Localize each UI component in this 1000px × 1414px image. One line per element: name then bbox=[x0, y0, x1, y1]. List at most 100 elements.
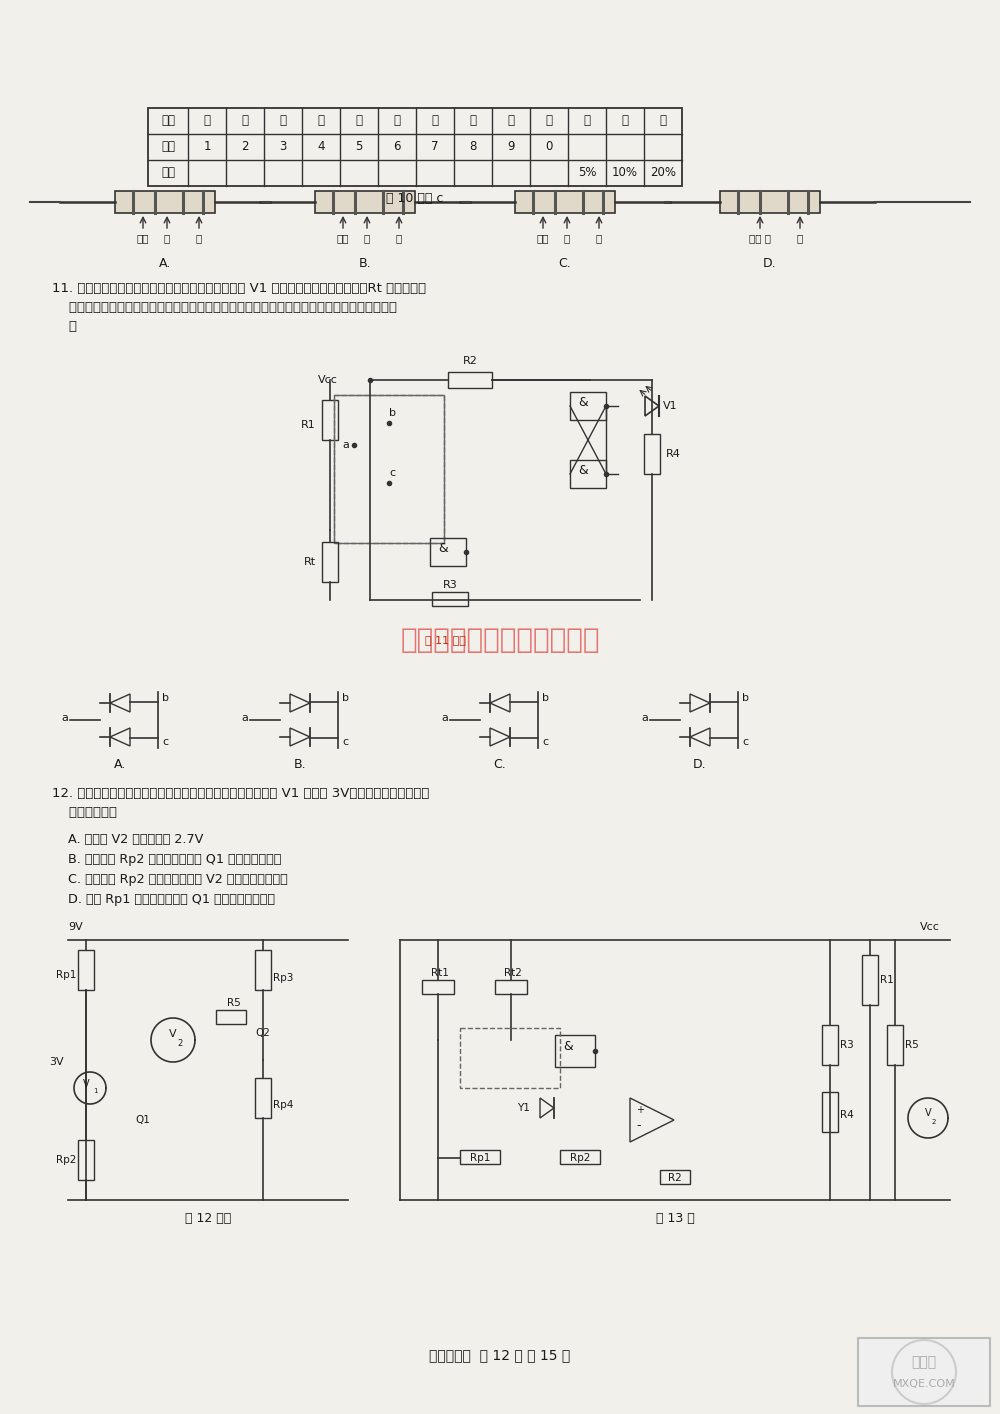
Text: B.: B. bbox=[359, 257, 371, 270]
Text: 绿棕: 绿棕 bbox=[137, 233, 149, 243]
Text: Vcc: Vcc bbox=[318, 375, 338, 385]
Text: R5: R5 bbox=[227, 998, 241, 1008]
Text: Rp2: Rp2 bbox=[56, 1155, 76, 1165]
Text: &: & bbox=[563, 1041, 573, 1053]
Text: 灰: 灰 bbox=[470, 115, 477, 127]
Bar bbox=[495, 980, 527, 994]
Text: Rt: Rt bbox=[304, 557, 316, 567]
Text: 银: 银 bbox=[622, 115, 629, 127]
Text: 黄: 黄 bbox=[318, 115, 324, 127]
Bar bbox=[115, 191, 215, 214]
Bar bbox=[216, 1010, 246, 1024]
Text: 第 13 题: 第 13 题 bbox=[656, 1212, 694, 1225]
Text: b: b bbox=[542, 693, 549, 703]
Text: R4: R4 bbox=[666, 450, 681, 460]
Text: b: b bbox=[162, 693, 169, 703]
Text: 黑: 黑 bbox=[546, 115, 552, 127]
Text: V: V bbox=[169, 1029, 177, 1039]
Text: 蓝: 蓝 bbox=[394, 115, 400, 127]
Bar bbox=[78, 1140, 94, 1181]
Bar bbox=[432, 592, 468, 607]
Text: c: c bbox=[542, 737, 548, 747]
Text: Q2: Q2 bbox=[256, 1028, 270, 1038]
Text: 20%: 20% bbox=[650, 167, 676, 180]
Text: R5: R5 bbox=[905, 1041, 919, 1051]
Bar bbox=[322, 400, 338, 440]
Bar bbox=[430, 537, 466, 566]
Text: c: c bbox=[162, 737, 168, 747]
Text: R1: R1 bbox=[880, 976, 894, 986]
Text: b: b bbox=[742, 693, 749, 703]
Text: 无: 无 bbox=[660, 115, 666, 127]
Text: 棕橙: 棕橙 bbox=[337, 233, 349, 243]
Text: D.: D. bbox=[693, 758, 707, 771]
Text: C.: C. bbox=[559, 257, 571, 270]
Bar bbox=[255, 1077, 271, 1118]
Text: a: a bbox=[241, 713, 248, 723]
Text: 9V: 9V bbox=[68, 922, 83, 932]
Text: 敏电阻，图中虚线框中缺少部分电路，下列选项中接入图中虚线框能实现温度区间控制指示的: 敏电阻，图中虚线框中缺少部分电路，下列选项中接入图中虚线框能实现温度区间控制指示… bbox=[52, 301, 397, 314]
Bar bbox=[560, 1150, 600, 1164]
Text: 微信搜《高三备課公众号》: 微信搜《高三备課公众号》 bbox=[400, 626, 600, 655]
Bar bbox=[460, 1028, 560, 1087]
Text: B. 逐渐调大 Rp2 的阻值，三极管 Q1 会进入饱和状态: B. 逐渐调大 Rp2 的阻值，三极管 Q1 会进入饱和状态 bbox=[68, 853, 281, 865]
Text: A.: A. bbox=[159, 257, 171, 270]
Text: -: - bbox=[636, 1120, 640, 1133]
Text: Rt1: Rt1 bbox=[431, 969, 449, 978]
Bar bbox=[334, 395, 444, 543]
Bar bbox=[515, 191, 615, 214]
Text: 橙: 橙 bbox=[164, 233, 170, 243]
Text: 紫: 紫 bbox=[432, 115, 438, 127]
Bar bbox=[887, 1025, 903, 1065]
Text: 误差: 误差 bbox=[161, 167, 175, 180]
Bar bbox=[660, 1169, 690, 1184]
Text: V1: V1 bbox=[663, 402, 678, 411]
Text: 绿棕 红: 绿棕 红 bbox=[749, 233, 771, 243]
Text: 绿: 绿 bbox=[356, 115, 362, 127]
Text: 8: 8 bbox=[469, 140, 477, 154]
Text: MXQE.COM: MXQE.COM bbox=[893, 1379, 955, 1389]
Bar bbox=[822, 1025, 838, 1065]
Text: 10%: 10% bbox=[612, 167, 638, 180]
Text: B.: B. bbox=[294, 758, 306, 771]
Text: 5%: 5% bbox=[578, 167, 596, 180]
Text: 1: 1 bbox=[93, 1087, 98, 1094]
Bar bbox=[822, 1092, 838, 1133]
Text: A. 初始时 V2 的读数约为 2.7V: A. 初始时 V2 的读数约为 2.7V bbox=[68, 833, 203, 846]
Text: b: b bbox=[342, 693, 349, 703]
Text: 2: 2 bbox=[932, 1118, 936, 1126]
Bar bbox=[555, 1035, 595, 1068]
Text: a: a bbox=[641, 713, 648, 723]
Text: 2: 2 bbox=[177, 1039, 182, 1049]
Text: 第 10 题图 c: 第 10 题图 c bbox=[386, 192, 444, 205]
Text: &: & bbox=[438, 542, 448, 556]
Text: a: a bbox=[61, 713, 68, 723]
Text: A.: A. bbox=[114, 758, 126, 771]
Text: 4: 4 bbox=[317, 140, 325, 154]
Text: 5: 5 bbox=[355, 140, 363, 154]
Text: 是: 是 bbox=[52, 320, 77, 334]
Bar bbox=[460, 1150, 500, 1164]
Bar bbox=[858, 1338, 990, 1406]
Text: 技术试题卷  第 12 页 共 15 页: 技术试题卷 第 12 页 共 15 页 bbox=[429, 1348, 571, 1362]
Bar bbox=[315, 191, 415, 214]
Bar bbox=[78, 950, 94, 990]
Text: R3: R3 bbox=[443, 580, 457, 590]
Bar bbox=[334, 395, 444, 543]
Text: Rp2: Rp2 bbox=[570, 1152, 590, 1162]
Text: c: c bbox=[342, 737, 348, 747]
Text: 7: 7 bbox=[431, 140, 439, 154]
Text: 答案圈: 答案圈 bbox=[911, 1355, 937, 1369]
Text: &: & bbox=[578, 396, 588, 409]
Text: a: a bbox=[342, 440, 349, 450]
Text: c: c bbox=[742, 737, 748, 747]
Text: R2: R2 bbox=[668, 1174, 682, 1184]
Text: 颜色: 颜色 bbox=[161, 115, 175, 127]
Text: D. 改变 Rp1 的阻值，三极管 Q1 的集电极电流不变: D. 改变 Rp1 的阻值，三极管 Q1 的集电极电流不变 bbox=[68, 894, 275, 906]
Text: D.: D. bbox=[763, 257, 777, 270]
Bar bbox=[148, 107, 682, 187]
Text: R2: R2 bbox=[463, 356, 477, 366]
Text: Vcc: Vcc bbox=[920, 922, 940, 932]
Text: 银: 银 bbox=[797, 233, 803, 243]
Text: 1: 1 bbox=[203, 140, 211, 154]
